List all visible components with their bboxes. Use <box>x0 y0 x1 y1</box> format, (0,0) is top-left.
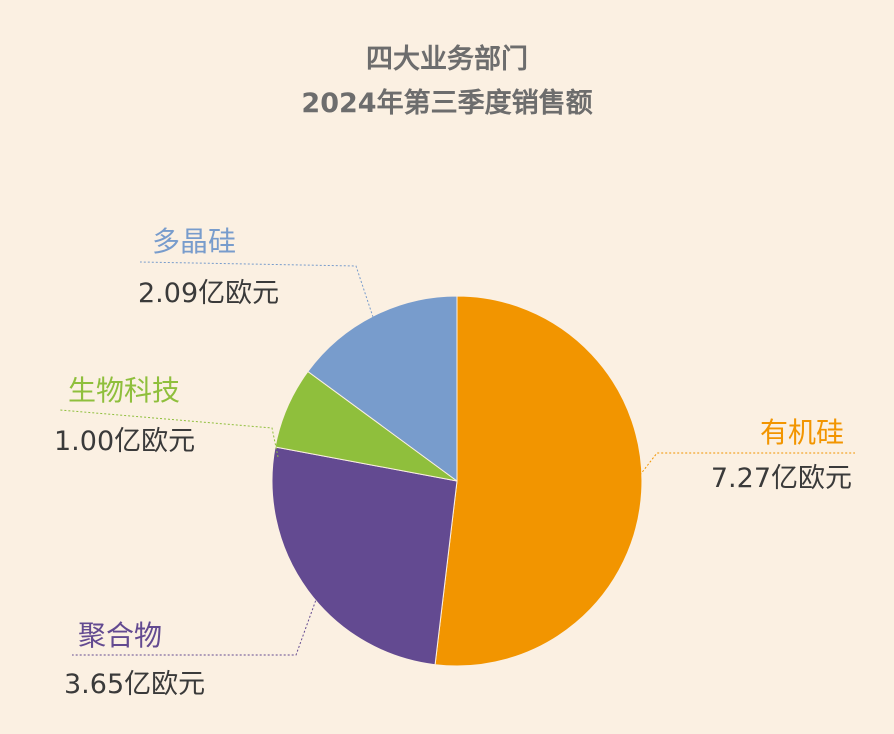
leader-line-4 <box>139 261 374 318</box>
slice-label-4: 多晶硅 <box>152 225 236 258</box>
slice-label-3: 生物科技 <box>68 374 180 407</box>
pie-slices <box>271 295 643 667</box>
leader-lines <box>59 261 855 656</box>
pie-slice-4 <box>307 295 458 482</box>
leader-line-3 <box>59 409 279 458</box>
pie-slice-2 <box>271 446 458 666</box>
slice-label-2: 聚合物 <box>78 619 162 652</box>
slice-value-3: 1.00亿欧元 <box>54 426 195 457</box>
slice-value-1: 7.27亿欧元 <box>711 463 852 494</box>
chart-title-block: 四大业务部门 2024年第三季度销售额 <box>0 38 894 126</box>
leader-line-1 <box>639 452 855 476</box>
slice-label-1: 有机硅 <box>760 416 844 449</box>
chart-subtitle: 2024年第三季度销售额 <box>301 88 593 119</box>
pie-slice-1 <box>434 295 643 667</box>
chart-title: 四大业务部门 <box>366 44 528 75</box>
slice-value-4: 2.09亿欧元 <box>138 278 279 309</box>
leader-line-2 <box>72 596 318 656</box>
slice-value-2: 3.65亿欧元 <box>64 669 205 700</box>
